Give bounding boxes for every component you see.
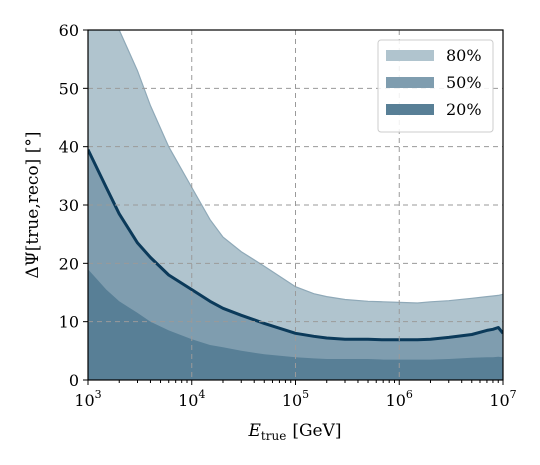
x-axis-label-sub: true bbox=[261, 429, 286, 443]
y-tick-label: 60 bbox=[59, 21, 79, 40]
legend-swatch bbox=[386, 50, 434, 61]
y-tick-label: 0 bbox=[69, 371, 79, 390]
legend-swatch bbox=[386, 77, 434, 88]
y-tick-label: 30 bbox=[59, 196, 79, 215]
x-tick-label: 105 bbox=[282, 388, 309, 410]
x-axis-label-unit: [GeV] bbox=[292, 421, 341, 441]
legend-label: 50% bbox=[446, 73, 482, 92]
legend-label: 20% bbox=[446, 100, 482, 119]
median-line bbox=[88, 148, 503, 342]
x-axis-label: Etrue [GeV] bbox=[248, 421, 342, 443]
x-tick-label: 107 bbox=[489, 388, 516, 410]
band-0-edge bbox=[88, 30, 503, 304]
legend: 80% 50% 20% bbox=[377, 39, 494, 133]
y-tick-label: 50 bbox=[59, 79, 79, 98]
x-tick-label: 104 bbox=[178, 388, 205, 410]
y-axis-ticks: 0 10 20 30 40 50 60 bbox=[59, 21, 88, 390]
y-tick-label: 40 bbox=[59, 138, 79, 157]
x-tick-label: 103 bbox=[74, 388, 101, 410]
x-tick-label: 106 bbox=[386, 388, 413, 410]
x-axis-label-main: E bbox=[248, 421, 262, 441]
legend-label: 80% bbox=[446, 46, 482, 65]
legend-swatch bbox=[386, 104, 434, 115]
y-tick-label: 10 bbox=[59, 313, 79, 332]
band-2 bbox=[88, 269, 503, 380]
y-tick-label: 20 bbox=[59, 254, 79, 273]
x-axis-ticks: 103 104 105 106 107 bbox=[74, 380, 517, 410]
y-axis-label: ΔΨ[true,reco] [°] bbox=[23, 132, 43, 279]
median-line-group bbox=[88, 148, 503, 342]
